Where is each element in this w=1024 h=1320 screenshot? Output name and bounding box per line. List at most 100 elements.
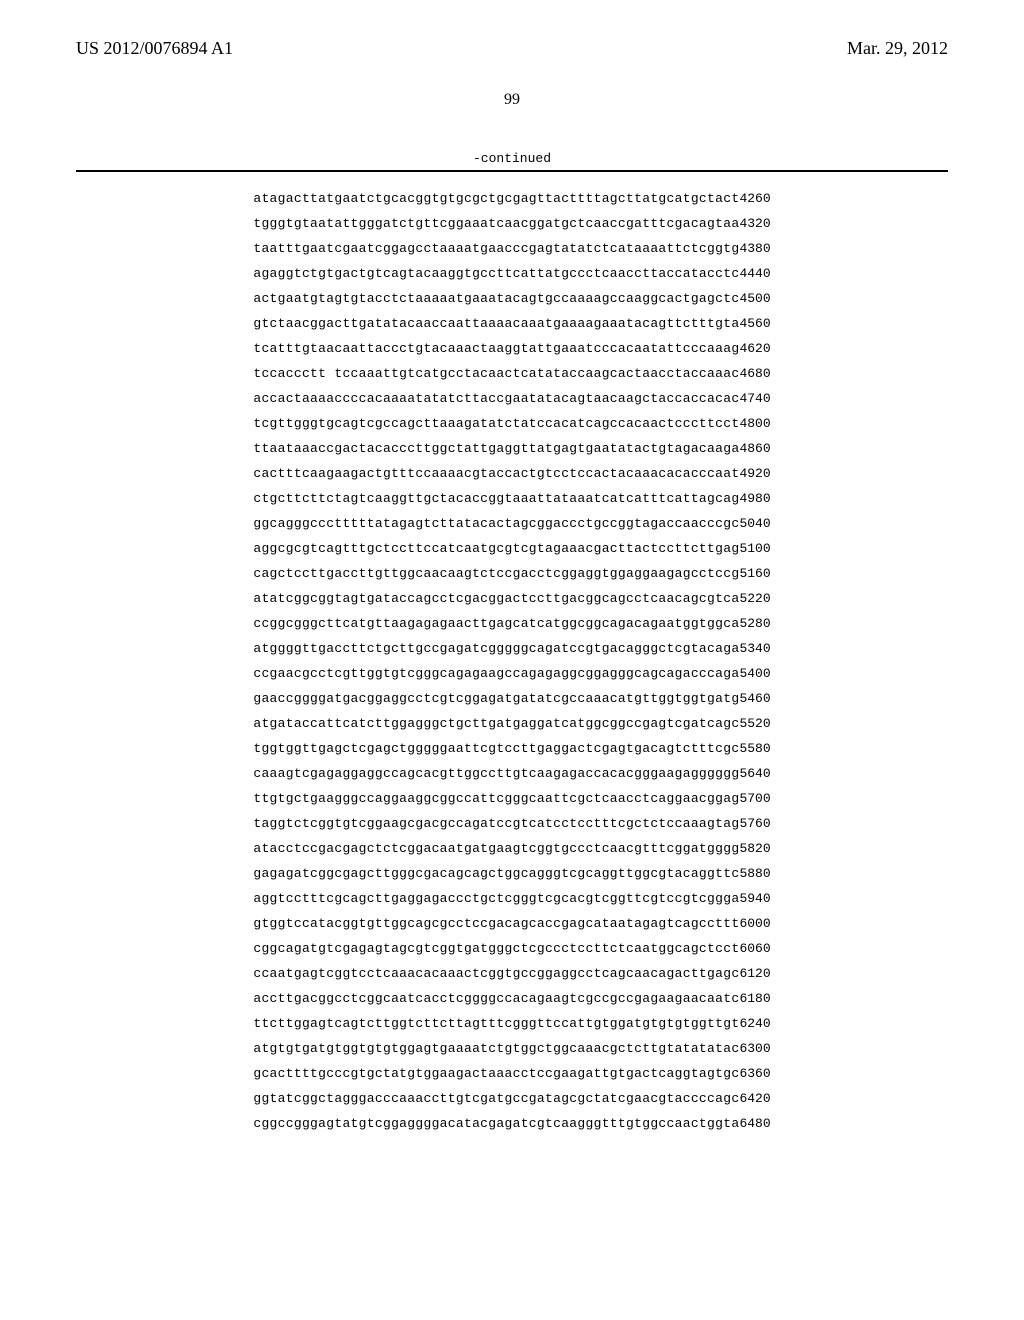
- sequence-block: cactgagctc: [658, 286, 739, 311]
- sequence-block: ggtggtgatg: [658, 686, 739, 711]
- sequence-position: 4860: [739, 436, 770, 461]
- sequence-block: gtcgatcagc: [658, 711, 739, 736]
- sequence-block: actcatatac: [496, 361, 577, 386]
- sequence-row: atggggttgaccttctgcttgccgagatcgggggcagatc…: [253, 636, 770, 661]
- sequence-block: gtacaaacta: [415, 336, 496, 361]
- sequence-block: tcatgttaag: [334, 611, 415, 636]
- sequence-row: ccaatgagtcggtcctcaaacacaaactcggtgccggagg…: [253, 961, 770, 986]
- sequence-block: ccgaacgcct: [253, 661, 334, 686]
- sequence-block: ttgtgctgaa: [253, 786, 334, 811]
- sequence-block: ctcgagtgac: [577, 736, 658, 761]
- sequence-row: tgggtgtaatattgggatctgttcggaaatcaacggatgc…: [253, 211, 770, 236]
- sequence-row: taatttgaatcgaatcggagcctaaaatgaacccgagtat…: [253, 236, 770, 261]
- sequence-block: ttaataaacc: [253, 436, 334, 461]
- sequence-block: catgcctaca: [415, 361, 496, 386]
- sequence-block: tcaaccgatt: [577, 211, 658, 236]
- sequence-row: atgtgtgatgtggtgtgtggagtgaaaatctgtggctggc…: [253, 1036, 770, 1061]
- header: US 2012/0076894 A1 Mar. 29, 2012: [0, 0, 1024, 59]
- sequence-row: ggtatcggctagggacccaaaccttgtcgatgccgatagc…: [253, 1086, 770, 1111]
- sequence-position: 5820: [739, 836, 770, 861]
- sequence-block: tccgtcggga: [658, 886, 739, 911]
- sequence-block: cgagcttggg: [334, 861, 415, 886]
- sequence-block: cagtcgccag: [334, 411, 415, 436]
- sequence-block: agaggtctgt: [253, 261, 334, 286]
- sequence-block: gtaacaagct: [577, 386, 658, 411]
- sequence-block: gcgagttact: [496, 186, 577, 211]
- sequence-block: gtcggtgatg: [415, 936, 496, 961]
- sequence-row: ttcttggagtcagtcttggtcttcttagtttcgggttcca…: [253, 1011, 770, 1036]
- sequence-block: aatggtggca: [658, 611, 739, 636]
- sequence-block: aagtcggtgc: [496, 836, 577, 861]
- sequence-position: 4380: [739, 236, 770, 261]
- sequence-block: aggaacggag: [658, 786, 739, 811]
- sequence-position: 4500: [739, 286, 770, 311]
- sequence-row: tggtggttgagctcgagctgggggaattcgtccttgagga…: [253, 736, 770, 761]
- sequence-position: 6240: [739, 1011, 770, 1036]
- patent-id: US 2012/0076894 A1: [76, 38, 233, 59]
- sequence-block: aggaggccag: [334, 761, 415, 786]
- sequence-block: acgacttact: [577, 536, 658, 561]
- sequence-block: cgtgacaggg: [577, 636, 658, 661]
- sequence-block: atgatatcgc: [496, 686, 577, 711]
- sequence-block: caaacatgtt: [577, 686, 658, 711]
- sequence-position: 4320: [739, 211, 770, 236]
- sequence-block: caacaagtct: [415, 561, 496, 586]
- sequence-row: atgataccattcatcttggagggctgcttgatgaggatca…: [253, 711, 770, 736]
- sequence-block: cgagctctcg: [334, 836, 415, 861]
- sequence-row: caaagtcgagaggaggccagcacgttggccttgtcaagag…: [253, 761, 770, 786]
- sequence-block: ccgtcatcct: [496, 811, 577, 836]
- sequence-block: cgaatataca: [496, 386, 577, 411]
- sequence-block: cgacagcagc: [415, 861, 496, 886]
- sequence-block: cttgatatac: [334, 311, 415, 336]
- sequence-block: cggtgttggc: [334, 911, 415, 936]
- sequence-block: agagcctccg: [658, 561, 739, 586]
- sequence-block: aagagggggg: [658, 761, 739, 786]
- sequence-block: cggcagacag: [577, 611, 658, 636]
- sequence-position: 5280: [739, 611, 770, 636]
- sequence-block: cttcttagtt: [415, 1011, 496, 1036]
- sequence-block: atctcataaa: [577, 236, 658, 261]
- sequence-row: aggcgcgtcagtttgctccttccatcaatgcgtcgtagaa…: [253, 536, 770, 561]
- sequence-row: tcgttgggtgcagtcgccagcttaaagatatctatccaca…: [253, 411, 770, 436]
- sequence-block: cctcaacgtt: [577, 836, 658, 861]
- sequence-block: gcatgctact: [658, 186, 739, 211]
- sequence-block: aggtattgaa: [496, 336, 577, 361]
- sequence-block: aggcgcgtca: [253, 536, 334, 561]
- sequence-block: agcgcctccg: [415, 911, 496, 936]
- sequence-block: aggtggagga: [577, 561, 658, 586]
- sequence-position: 5160: [739, 561, 770, 586]
- sequence-block: gtaaattata: [496, 486, 577, 511]
- sequence-block: ccaactggta: [658, 1111, 739, 1136]
- sequence-block: gactgtcagt: [334, 261, 415, 286]
- sequence-block: tcgggtcgca: [496, 886, 577, 911]
- sequence-row: gtggtccatacggtgttggcagcgcctccgacagcaccga…: [253, 911, 770, 936]
- sequence-block: tggcagggtc: [496, 861, 577, 886]
- sequence-block: atcccacaat: [577, 336, 658, 361]
- sequence-block: actgaatgta: [253, 286, 334, 311]
- sequence-row: ccgaacgcctcgttggtgtcgggcagagaagccagagagg…: [253, 661, 770, 686]
- sequence-block: accttgttgg: [334, 561, 415, 586]
- sequence-block: tgtcggaagc: [334, 811, 415, 836]
- sequence-block: taggtctcgg: [253, 811, 334, 836]
- sequence-block: gtggtccata: [253, 911, 334, 936]
- sequence-block: gacaatgatg: [415, 836, 496, 861]
- sequence-row: cggccgggagtatgtcggaggggacatacgagatcgtcaa…: [253, 1111, 770, 1136]
- page-number: 99: [0, 91, 1024, 109]
- sequence-block: ggtgtgcgct: [415, 186, 496, 211]
- sequence-position: 5460: [739, 686, 770, 711]
- sequence-block: caaagtcgag: [253, 761, 334, 786]
- sequence-position: 6060: [739, 936, 770, 961]
- sequence-block: ttcattatgc: [496, 261, 577, 286]
- sequence-block: caattaccct: [334, 336, 415, 361]
- sequence-block: aacaaatgaa: [496, 311, 577, 336]
- sequence-position: 6120: [739, 961, 770, 986]
- sequence-block: cacaaactcg: [415, 961, 496, 986]
- sequence-block: aaccaattaa: [415, 311, 496, 336]
- sequence-block: gtacaggttc: [658, 861, 739, 886]
- sequence-row: cagctccttgaccttgttggcaacaagtctccgacctcgg…: [253, 561, 770, 586]
- sequence-row: atatcggcggtagtgataccagcctcgacggactccttga…: [253, 586, 770, 611]
- sequence-block: aacctccgaa: [496, 1061, 577, 1086]
- sequence-block: agacttgagc: [658, 961, 739, 986]
- sequence-listing: -continued atagacttatgaatctgcacggtgtgcgc…: [0, 151, 1024, 1136]
- sequence-block: cgtcggttcg: [577, 886, 658, 911]
